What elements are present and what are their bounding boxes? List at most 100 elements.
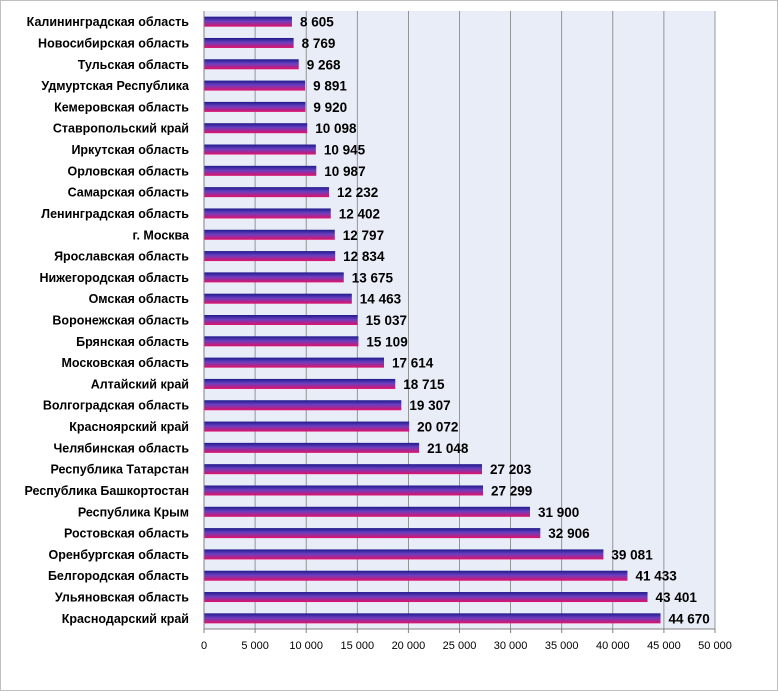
value-label: 12 834: [343, 249, 385, 264]
category-label: Калининградская область: [27, 15, 190, 29]
category-label: Республика Татарстан: [50, 463, 189, 477]
category-label: Омская область: [89, 292, 190, 306]
value-label: 9 268: [307, 57, 341, 72]
x-tick-label: 10 000: [289, 640, 323, 652]
bar: [204, 59, 299, 70]
bar: [204, 378, 396, 389]
bar: [204, 336, 359, 347]
category-label: Оренбургская область: [48, 548, 189, 562]
category-label: Республика Башкортостан: [24, 484, 189, 498]
value-label: 39 081: [611, 547, 653, 562]
x-tick-label: 20 000: [392, 640, 426, 652]
bar: [204, 187, 330, 198]
value-label: 27 203: [490, 462, 532, 477]
bar: [204, 506, 531, 517]
bars: [204, 16, 661, 624]
value-label: 44 670: [669, 611, 710, 626]
value-label: 12 797: [343, 228, 384, 243]
bar: [204, 592, 648, 603]
category-label: Алтайский край: [91, 377, 189, 391]
value-label: 27 299: [491, 483, 532, 498]
category-label: Новосибирская область: [38, 36, 189, 50]
value-labels: 8 605 8 769 9 268 9 891 9 920 10 098 10 945 10 …: [300, 15, 710, 627]
value-label: 9 891: [313, 79, 347, 94]
value-label: 8 605: [300, 15, 334, 30]
x-tick-label: 5 000: [241, 640, 269, 652]
category-label: Тульская область: [78, 58, 190, 72]
bar: [204, 485, 483, 496]
category-label: Ставропольский край: [53, 122, 189, 136]
value-label: 20 072: [417, 420, 458, 435]
category-label: Иркутская область: [71, 143, 189, 157]
bar: [204, 272, 344, 283]
bar: [204, 144, 316, 155]
bar: [204, 570, 628, 581]
bar: [204, 16, 292, 27]
value-label: 15 037: [366, 313, 407, 328]
category-label: Волгоградская область: [43, 399, 189, 413]
category-label: Нижегородская область: [39, 271, 189, 285]
x-tick-label: 30 000: [494, 640, 528, 652]
value-label: 12 402: [339, 206, 380, 221]
value-label: 31 900: [538, 505, 579, 520]
category-label: Краснодарский край: [62, 612, 189, 626]
value-label: 12 232: [337, 185, 378, 200]
value-label: 15 109: [366, 334, 407, 349]
x-tick-label: 35 000: [545, 640, 579, 652]
value-label: 17 614: [392, 356, 434, 371]
bar: [204, 37, 294, 48]
bar: [204, 165, 317, 176]
bar: [204, 229, 335, 240]
x-tick-label: 15 000: [340, 640, 374, 652]
bar: [204, 613, 661, 624]
bar: [204, 251, 336, 262]
bar: [204, 421, 410, 432]
category-label: Ленинградская область: [41, 207, 189, 221]
x-tick-label: 25 000: [443, 640, 477, 652]
x-tick-label: 0: [201, 640, 207, 652]
bar: [204, 442, 420, 453]
category-label: Брянская область: [76, 335, 189, 349]
category-label: Ульяновская область: [55, 591, 189, 605]
category-label: Самарская область: [68, 186, 190, 200]
x-tick-label: 50 000: [698, 640, 732, 652]
x-tick-label: 45 000: [647, 640, 681, 652]
value-label: 43 401: [656, 590, 698, 605]
category-label: Челябинская область: [53, 441, 189, 455]
category-label: Воронежская область: [52, 314, 189, 328]
category-label: Ярославская область: [54, 250, 189, 264]
value-label: 10 945: [324, 143, 366, 158]
value-label: 10 987: [324, 164, 365, 179]
bar: [204, 464, 483, 475]
value-label: 18 715: [403, 377, 445, 392]
category-label: Удмуртская Республика: [41, 79, 190, 93]
bar: [204, 123, 308, 134]
category-label: Республика Крым: [78, 505, 189, 519]
category-label: Ростовская область: [64, 527, 189, 541]
bar: [204, 293, 352, 304]
category-label: Кемеровская область: [54, 100, 189, 114]
value-label: 8 769: [302, 36, 336, 51]
value-label: 10 098: [315, 121, 357, 136]
value-label: 13 675: [352, 270, 394, 285]
bar: [204, 315, 358, 325]
category-label: Орловская область: [68, 164, 190, 178]
bar: [204, 549, 604, 560]
bar: [204, 101, 306, 112]
category-labels: Калининградская область Новосибирская обл…: [24, 15, 190, 626]
value-label: 32 906: [548, 526, 590, 541]
category-label: Красноярский край: [69, 420, 189, 434]
bar: [204, 357, 385, 368]
value-label: 19 307: [409, 398, 450, 413]
category-label: Московская область: [61, 356, 189, 370]
bar: [204, 528, 541, 539]
value-label: 9 920: [313, 100, 347, 115]
category-label: Белгородская область: [48, 569, 189, 583]
category-label: г. Москва: [133, 228, 191, 242]
bar: [204, 80, 306, 91]
bar: [204, 208, 331, 219]
bar: [204, 400, 402, 411]
value-label: 41 433: [635, 569, 677, 584]
